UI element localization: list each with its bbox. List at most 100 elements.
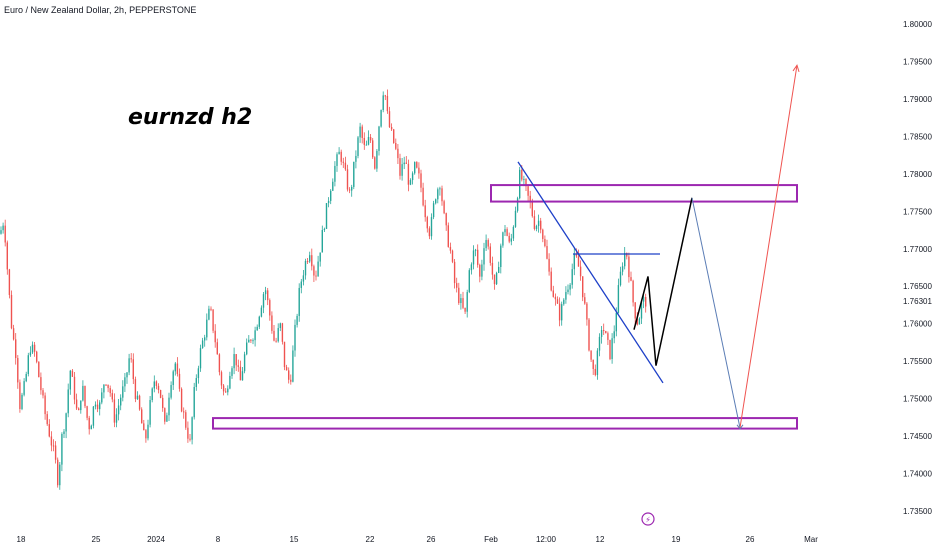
- price-tick-label: 1.79000: [903, 95, 932, 104]
- candle-body: [235, 354, 237, 366]
- candle-body: [506, 229, 508, 236]
- candle-body: [191, 417, 193, 440]
- candle-body: [361, 126, 363, 138]
- candle-body: [357, 137, 359, 156]
- candle-body: [294, 324, 296, 351]
- candle-body: [432, 203, 435, 218]
- candle-body: [411, 173, 414, 181]
- candle-body: [640, 301, 643, 319]
- candle-body: [285, 367, 288, 371]
- time-tick-label: 19: [672, 535, 681, 544]
- candle-body: [178, 373, 181, 389]
- candle-body: [57, 459, 59, 486]
- candle-body: [38, 361, 40, 378]
- candle-body: [273, 330, 275, 341]
- candle-body: [120, 397, 122, 406]
- candle-body: [269, 300, 271, 316]
- candle-body: [206, 319, 208, 338]
- candle-body: [319, 252, 321, 262]
- candle-body: [78, 408, 80, 411]
- candle-body: [204, 337, 206, 341]
- candle-body: [500, 245, 502, 267]
- candle-body: [256, 326, 258, 331]
- candle-body: [288, 370, 290, 380]
- candle-body: [504, 229, 506, 233]
- candle-body: [176, 363, 179, 374]
- candle-body: [101, 392, 103, 403]
- candle-body: [246, 342, 248, 355]
- candle-body: [59, 464, 61, 486]
- candle-body: [0, 230, 2, 234]
- candle-body: [600, 330, 603, 337]
- candle-body: [306, 261, 309, 263]
- candle-body: [575, 253, 578, 257]
- time-tick-label: 15: [290, 535, 299, 544]
- candle-body: [598, 336, 601, 351]
- candle-body: [477, 249, 479, 265]
- candle-body: [584, 297, 586, 304]
- candle-body: [607, 333, 609, 340]
- candle-body: [416, 162, 418, 168]
- candle-body: [69, 370, 71, 390]
- price-tick-label: 1.76500: [903, 282, 932, 291]
- candle-body: [54, 445, 57, 460]
- candle-body: [502, 232, 504, 246]
- candle-body: [277, 328, 279, 342]
- candle-body: [630, 277, 632, 281]
- candle-body: [577, 256, 580, 267]
- candle-body: [485, 240, 487, 249]
- candle-body: [435, 199, 437, 204]
- candle-body: [212, 309, 214, 331]
- candle-body: [40, 377, 42, 391]
- candle-body: [130, 358, 132, 360]
- candle-body: [124, 377, 126, 387]
- candle-body: [380, 110, 382, 127]
- price-axis: 1.80000 1.79500 1.79000 1.78500 1.78000 1.775…: [903, 20, 932, 516]
- candle-body: [225, 391, 227, 393]
- candle-body: [239, 366, 242, 381]
- candle-body: [363, 137, 365, 145]
- candle-body: [195, 378, 197, 387]
- candle-body: [283, 341, 286, 368]
- candle-body: [321, 230, 323, 253]
- candle-body: [267, 290, 269, 301]
- candle-body: [275, 340, 277, 342]
- candle-body: [109, 388, 111, 394]
- candle-body: [390, 127, 393, 130]
- candle-body: [80, 400, 82, 411]
- lightning-icon[interactable]: ⚡: [641, 512, 655, 526]
- candle-body: [84, 385, 86, 407]
- candle-body: [508, 235, 510, 242]
- candle-body: [21, 394, 23, 409]
- event-icon-circle: [641, 512, 655, 526]
- candle-body: [197, 368, 200, 379]
- candle-body: [355, 155, 357, 162]
- time-tick-label: 25: [92, 535, 101, 544]
- candle-body: [342, 161, 344, 163]
- candle-body: [529, 195, 531, 203]
- candle-body: [233, 354, 235, 369]
- candle-body: [384, 95, 386, 97]
- candle-body: [395, 142, 397, 149]
- candle-body: [376, 150, 378, 169]
- candle-body: [397, 148, 399, 159]
- candle-body: [281, 323, 284, 342]
- candle-body: [193, 386, 195, 418]
- candle-body: [348, 189, 351, 191]
- candle-body: [550, 271, 552, 291]
- time-tick-label: Mar: [804, 535, 818, 544]
- candle-body: [6, 242, 8, 270]
- candle-body: [426, 217, 428, 229]
- candle-body: [107, 384, 109, 389]
- candle-body: [567, 289, 569, 293]
- candle-body: [407, 163, 410, 185]
- candle-body: [617, 285, 620, 313]
- candle-body: [105, 384, 107, 386]
- candle-body: [615, 312, 617, 332]
- candle-body: [264, 290, 267, 295]
- projected-path-down: [691, 197, 741, 428]
- candle-body: [113, 399, 116, 423]
- candle-body: [88, 417, 90, 430]
- candle-body: [65, 413, 67, 432]
